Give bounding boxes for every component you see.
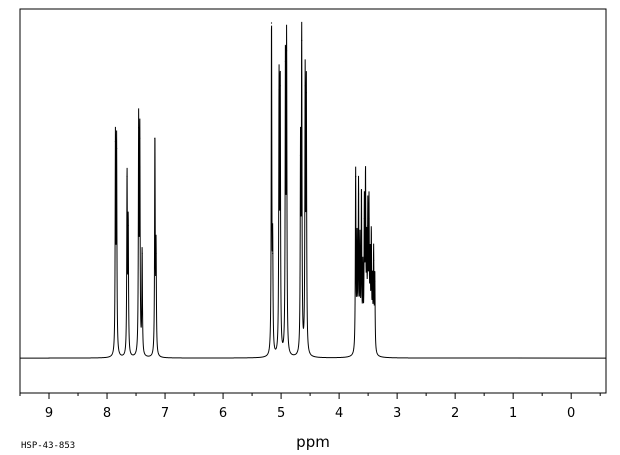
spectrum-peak (370, 245, 372, 247)
spectrum-peak (279, 85, 281, 87)
spectrum-peak (304, 85, 306, 87)
x-tick-label: 4 (335, 406, 343, 421)
spectrum-peak (305, 92, 307, 94)
x-tick-label: 8 (103, 406, 111, 421)
spectrum-peak (363, 217, 365, 220)
spectrum-peak (359, 252, 361, 254)
spectrum-peak (141, 252, 143, 254)
spectrum-peak (154, 137, 156, 139)
spectrum-peak (278, 88, 280, 90)
x-tick-label: 1 (509, 406, 517, 421)
spectrum-peak (373, 259, 375, 261)
spectrum-peak (362, 280, 364, 282)
spectrum-peak (272, 252, 274, 254)
x-axis-label: ppm (296, 433, 330, 451)
x-tick-label: 7 (161, 406, 169, 421)
x-tick-labels: 9 8 7 6 5 4 3 2 1 0 (45, 406, 575, 421)
spectrum-peak (284, 60, 287, 62)
spectrum-code: HSP-43-853 (21, 441, 75, 451)
spectrum-peak (364, 189, 367, 192)
spectrum-peak (126, 175, 128, 178)
spectrum-peak (356, 245, 358, 247)
spectrum-peak (139, 137, 141, 139)
spectrum-peak (369, 270, 371, 272)
spectrum-peak (286, 50, 288, 52)
spectrum-peak (155, 252, 157, 254)
plot-frame (19, 8, 607, 394)
spectrum-peak (270, 22, 273, 24)
x-tick-label: 9 (45, 406, 53, 421)
x-tick-label: 3 (393, 406, 401, 421)
x-tick-label: 6 (219, 406, 227, 421)
spectrum-peak (357, 193, 360, 195)
spectrum-peak (127, 224, 129, 227)
x-ticks (19, 393, 601, 399)
spectrum-peak (116, 148, 118, 150)
spectrum-peak (371, 294, 374, 296)
peak-marks (114, 22, 376, 296)
spectrum-peak (114, 141, 117, 143)
spectrum-peak (301, 39, 303, 42)
spectrum-trace (20, 21, 607, 359)
x-tick-label: 5 (277, 406, 285, 421)
spectrum-peak (367, 224, 369, 227)
spectrum-peak (366, 259, 368, 261)
spectrum-peak (138, 127, 140, 129)
x-tick-label: 0 (567, 406, 575, 421)
x-tick-label: 2 (451, 406, 459, 421)
spectrum-peak (355, 175, 357, 178)
spectrum-peak (360, 200, 363, 202)
spectrum-peak (299, 155, 302, 157)
spectrum-peak (374, 280, 376, 282)
spectrum-peak (368, 217, 370, 220)
